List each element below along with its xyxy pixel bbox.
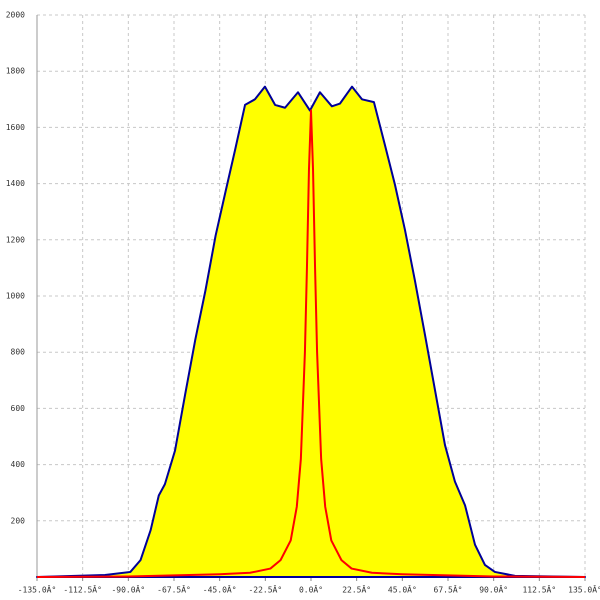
y-tick-label: 200 xyxy=(11,516,26,525)
x-tick-label: -45.0Â° xyxy=(203,584,237,595)
y-tick-label: 1400 xyxy=(6,179,25,188)
x-tick-label: -135.0Â° xyxy=(18,584,57,595)
y-tick-label: 1800 xyxy=(6,67,25,76)
y-tick-label: 1200 xyxy=(6,235,25,244)
y-tick-label: 600 xyxy=(11,404,26,413)
y-tick-label: 1000 xyxy=(6,292,25,301)
x-tick-label: 45.0Â° xyxy=(388,584,417,595)
area xyxy=(36,85,586,578)
x-tick-label: 67.5Â° xyxy=(434,584,463,595)
x-tick-label: -112.5Â° xyxy=(63,584,102,595)
x-tick-label: 112.5Â° xyxy=(522,584,556,595)
x-tick-label: 135.0Â° xyxy=(568,584,600,595)
y-tick-label: 2000 xyxy=(6,11,25,20)
x-tick-label: 22.5Â° xyxy=(342,584,371,595)
y-tick-label: 1600 xyxy=(6,123,25,132)
x-tick-label: -22.5Â° xyxy=(248,584,282,595)
line xyxy=(36,109,586,578)
y-tick-label: 800 xyxy=(11,348,26,357)
x-tick-label: 0.0Â° xyxy=(299,584,323,595)
x-tick-label: -67.5Â° xyxy=(157,584,191,595)
y-tick-label: 400 xyxy=(11,460,26,469)
x-tick-label: 90.0Â° xyxy=(479,584,508,595)
x-tick-label: -90.0Â° xyxy=(111,584,145,595)
